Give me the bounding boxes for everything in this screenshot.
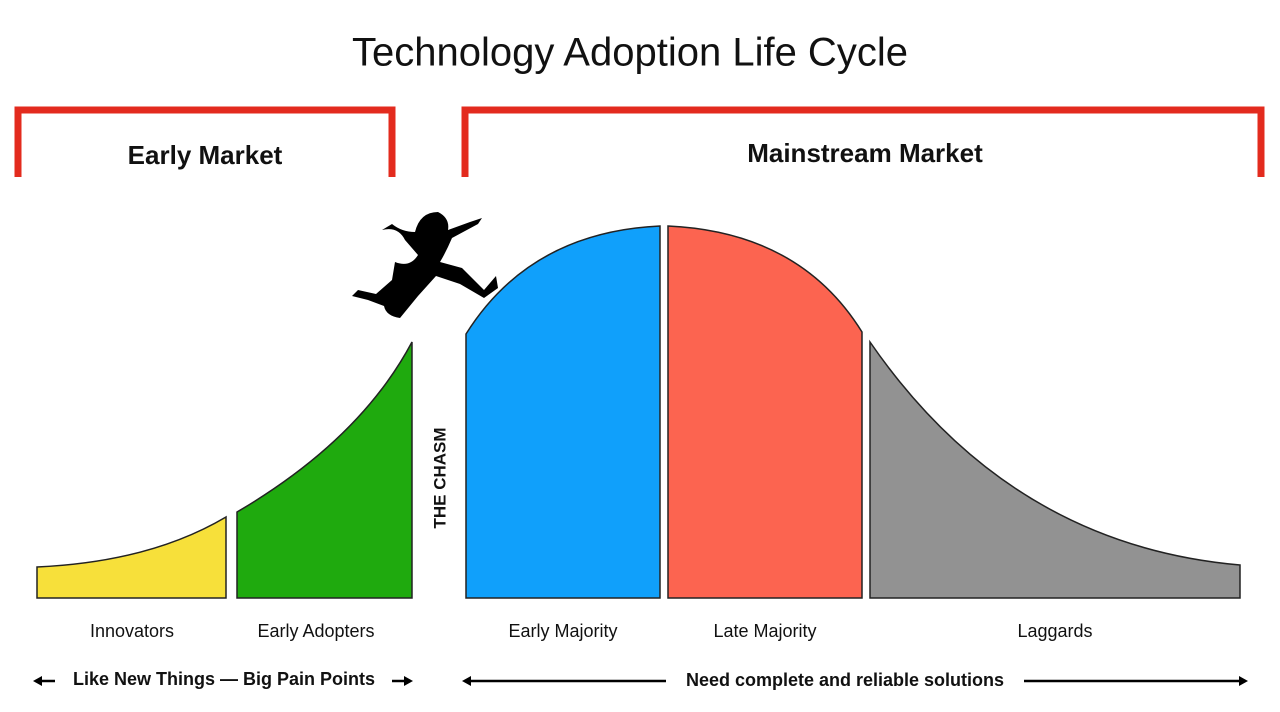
arrows [33,676,1248,686]
jumper-silhouette [352,212,498,318]
segment [667,225,863,599]
segment-label: Laggards [1017,621,1092,641]
segment [465,225,661,599]
segment [36,515,227,599]
segment-label: Innovators [90,621,174,641]
chasm-label: THE CHASM [430,427,449,528]
title: Technology Adoption Life Cycle [352,31,908,75]
bracket [14,106,396,177]
note: Need complete and reliable solutions [686,670,1004,690]
segment-label: Early Adopters [257,621,374,641]
segment-label: Early Majority [508,621,617,641]
segment [236,341,413,599]
segment [869,339,1241,599]
note: Like New Things — Big Pain Points [73,669,375,689]
market-label: Early Market [128,140,283,170]
market-label: Mainstream Market [747,138,983,168]
bracket [461,106,1265,177]
segment-label: Late Majority [713,621,816,641]
